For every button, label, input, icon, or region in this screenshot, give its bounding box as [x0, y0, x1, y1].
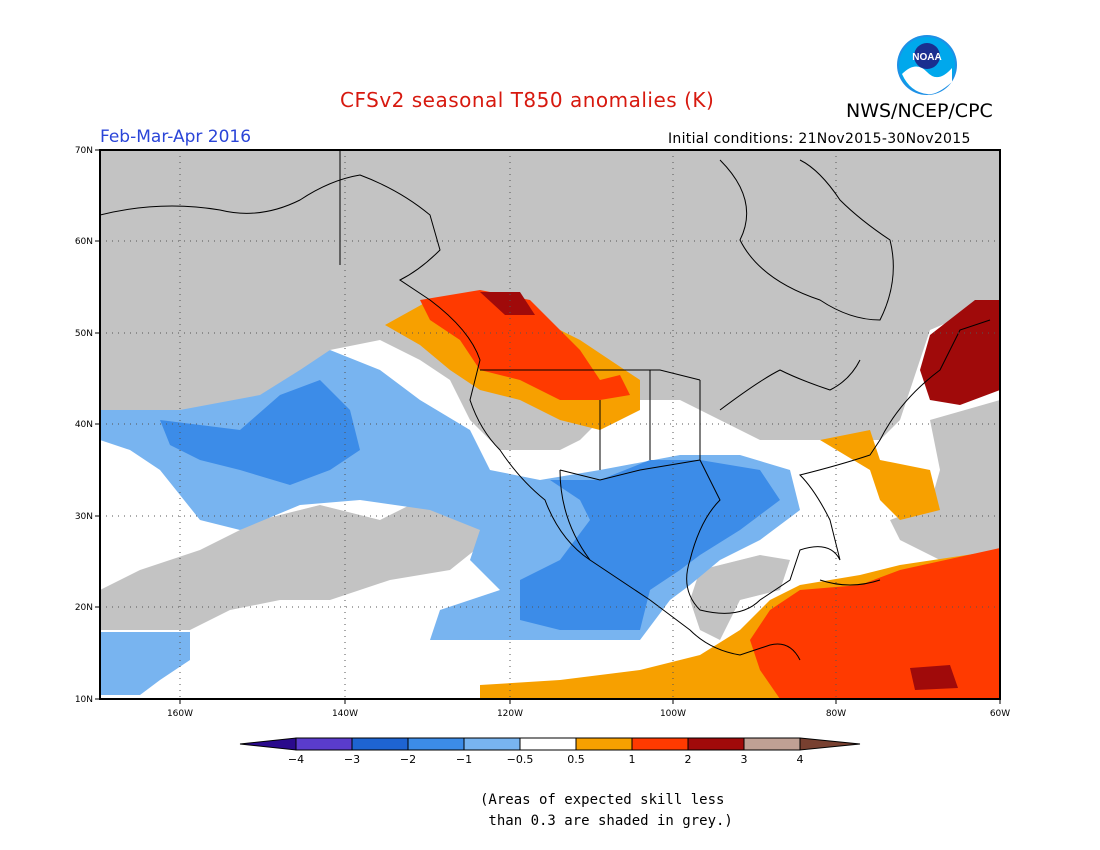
- colorbar-label: −0.5: [507, 753, 534, 766]
- lon-label: 60W: [990, 709, 1010, 719]
- red-tropics: [750, 548, 1000, 699]
- colorbar-label: 4: [797, 753, 804, 766]
- colorbar-label: 3: [741, 753, 748, 766]
- lon-label: 160W: [167, 709, 193, 719]
- latitude-labels: 70N 60N 50N 40N 30N 20N 10N: [75, 146, 93, 705]
- skill-note: (Areas of expected skill less than 0.3 a…: [480, 790, 733, 832]
- lat-label: 40N: [75, 420, 93, 430]
- lightblue-west: [100, 632, 190, 695]
- colorbar-arrow-left: [239, 737, 297, 751]
- colorbar-label: −3: [344, 753, 360, 766]
- noaa-logo-text: NOAA: [912, 52, 941, 63]
- darkred-maritimes: [920, 300, 1000, 405]
- colorbar-labels: −4 −3 −2 −1 −0.5 0.5 1 2 3 4: [288, 753, 804, 766]
- colorbar-segment: [295, 737, 353, 751]
- graticule: [100, 150, 1000, 699]
- axis-ticks: [95, 149, 1001, 704]
- longitude-labels: 160W 140W 120W 100W 80W 60W: [167, 709, 1010, 719]
- grey-atlantic: [890, 400, 1000, 560]
- lat-label: 20N: [75, 603, 93, 613]
- noaa-logo: NOAA: [897, 35, 957, 95]
- colorbar: [239, 737, 861, 751]
- lat-label: 30N: [75, 512, 93, 522]
- map-title: CFSv2 seasonal T850 anomalies (K): [340, 88, 715, 112]
- colorbar-segment: [351, 737, 409, 751]
- colorbar-label: −2: [400, 753, 416, 766]
- colorbar-label: 2: [685, 753, 692, 766]
- lat-label: 10N: [75, 695, 93, 705]
- initial-conditions: Initial conditions: 21Nov2015-30Nov2015: [668, 131, 971, 147]
- lat-label: 60N: [75, 237, 93, 247]
- colorbar-segment: [631, 737, 689, 751]
- lon-label: 120W: [497, 709, 523, 719]
- organization-label: NWS/NCEP/CPC: [846, 100, 993, 122]
- colorbar-label: −1: [456, 753, 472, 766]
- blue-mexico: [520, 460, 780, 630]
- colorbar-segment: [519, 737, 577, 751]
- colorbar-label: 1: [629, 753, 636, 766]
- grey-pacific-west: [100, 500, 500, 630]
- colorbar-segment: [743, 737, 801, 751]
- colorbar-label: −4: [288, 753, 304, 766]
- grey-north: [100, 150, 1000, 450]
- anomaly-field: [100, 150, 1000, 699]
- lon-label: 80W: [826, 709, 846, 719]
- grey-gulf: [690, 555, 790, 640]
- darkred-pnw: [480, 292, 535, 315]
- orange-east: [820, 430, 940, 520]
- skill-note-line1: (Areas of expected skill less: [480, 792, 725, 808]
- darkred-caribbean: [910, 665, 958, 690]
- colorbar-label: 0.5: [567, 753, 585, 766]
- lat-label: 70N: [75, 146, 93, 156]
- blue-pacific: [160, 380, 360, 485]
- colorbar-segment: [575, 737, 633, 751]
- colorbar-segment: [407, 737, 465, 751]
- colorbar-arrow-right: [799, 737, 861, 751]
- colorbar-segment: [687, 737, 745, 751]
- lat-label: 50N: [75, 329, 93, 339]
- forecast-period: Feb-Mar-Apr 2016: [100, 127, 252, 147]
- colorbar-segment: [463, 737, 521, 751]
- coastlines: [100, 150, 991, 661]
- lon-label: 140W: [332, 709, 358, 719]
- red-pnw: [420, 290, 630, 400]
- lon-label: 100W: [660, 709, 686, 719]
- skill-note-line2: than 0.3 are shaded in grey.): [480, 813, 733, 829]
